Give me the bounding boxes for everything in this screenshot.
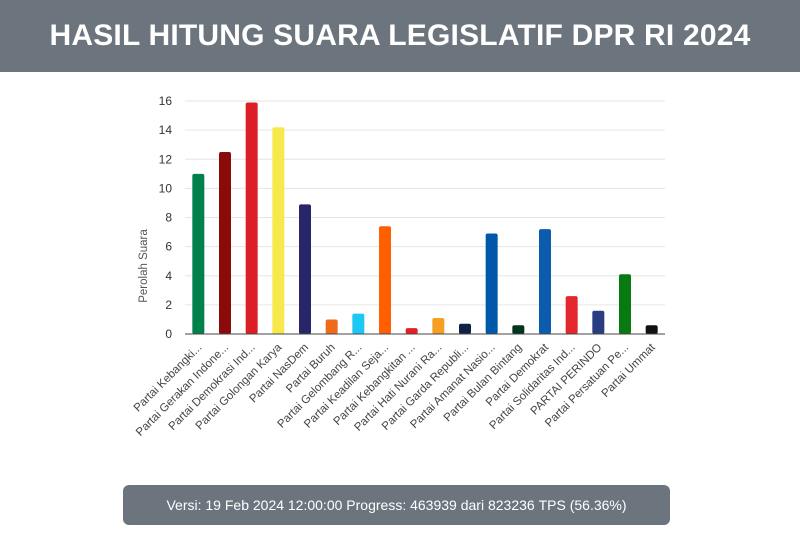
version-label: Versi: — [166, 497, 202, 513]
y-tick-label: 6 — [165, 240, 172, 254]
bar[interactable] — [459, 323, 471, 334]
y-tick-label: 0 — [165, 327, 172, 341]
progress-sep: dari — [460, 497, 485, 513]
bar[interactable] — [299, 204, 311, 334]
x-axis-labels: Partai Kebangki...Partai Gerakan Indone.… — [132, 341, 659, 439]
chart-gridlines — [185, 100, 665, 335]
y-tick-label: 2 — [165, 298, 172, 312]
progress-unit: TPS — [538, 497, 566, 513]
bar[interactable] — [485, 233, 498, 334]
bar[interactable] — [539, 229, 551, 334]
bar[interactable] — [645, 325, 658, 334]
y-tick-label: 12 — [159, 152, 173, 166]
bar[interactable] — [512, 325, 525, 334]
bar[interactable] — [592, 310, 605, 334]
progress-banner: Versi: 19 Feb 2024 12:00:00 Progress: 46… — [123, 485, 670, 525]
bar[interactable] — [619, 274, 631, 334]
progress-done: 463939 — [410, 497, 457, 513]
page-header: HASIL HITUNG SUARA LEGISLATIF DPR RI 202… — [0, 0, 800, 72]
y-tick-label: 10 — [159, 181, 173, 195]
bar[interactable] — [379, 226, 391, 334]
bar[interactable] — [272, 127, 285, 335]
bar[interactable] — [432, 317, 445, 334]
y-tick-label: 14 — [159, 123, 173, 137]
vote-bar-chart: 0 2 4 6 8 10 12 14 16 Perolah Suara Partai Keban… — [132, 94, 665, 439]
bar[interactable] — [565, 296, 578, 334]
progress-label: Progress: — [346, 497, 407, 513]
progress-total: 823236 — [487, 497, 535, 513]
version-datetime: 19 Feb 2024 12:00:00 — [205, 497, 343, 513]
bar[interactable] — [245, 102, 258, 334]
bar[interactable] — [325, 319, 338, 334]
progress-percent: (56.36%) — [569, 497, 627, 513]
bar[interactable] — [352, 313, 365, 334]
y-tick-label: 4 — [165, 269, 172, 283]
y-axis-ticks: 0 2 4 6 8 10 12 14 16 — [159, 94, 173, 341]
bar[interactable] — [405, 328, 418, 334]
y-tick-label: 16 — [159, 94, 173, 108]
bar[interactable] — [219, 151, 231, 334]
chart-bars — [192, 102, 658, 335]
bar[interactable] — [192, 173, 205, 334]
page-title: HASIL HITUNG SUARA LEGISLATIF DPR RI 202… — [49, 19, 751, 52]
y-tick-label: 8 — [165, 211, 172, 225]
y-axis-label: Perolah Suara — [138, 229, 150, 303]
